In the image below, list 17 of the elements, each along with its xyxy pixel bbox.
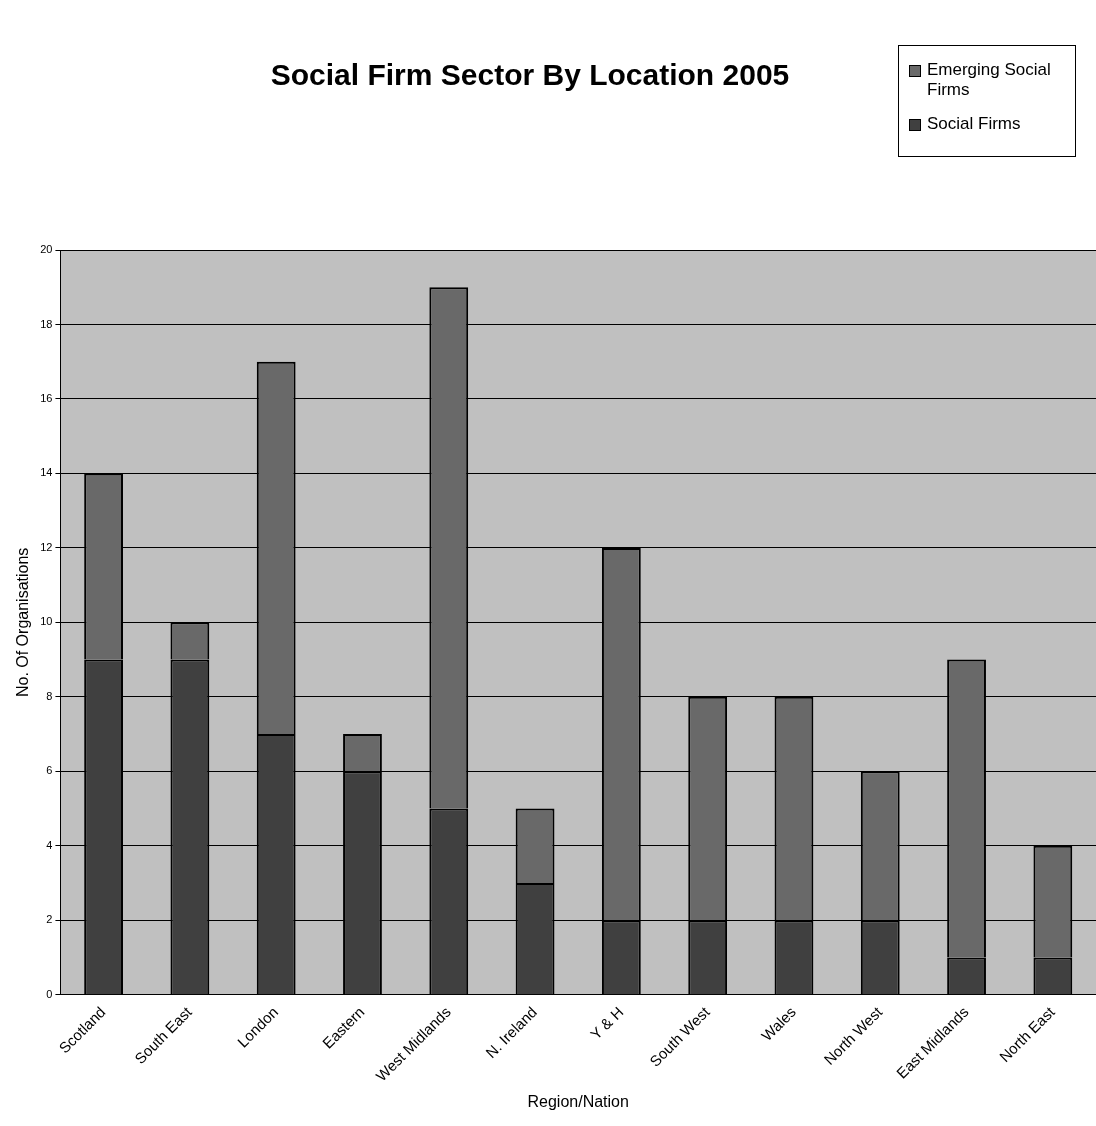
- y-tick-label: 18: [40, 317, 53, 330]
- legend-label: Social Firms: [927, 114, 1021, 134]
- y-tick-label: 20: [40, 243, 53, 256]
- y-tick-label: 4: [46, 838, 53, 851]
- y-tick-label: 16: [40, 391, 53, 404]
- y-tick-label: 8: [46, 689, 53, 702]
- y-tick-label: 0: [46, 987, 53, 1000]
- y-axis-title: No. Of Organisations: [14, 547, 32, 698]
- y-tick-label: 14: [40, 466, 53, 479]
- x-axis-title: Region/Nation: [527, 1092, 629, 1110]
- y-tick-label: 10: [40, 615, 53, 628]
- x-tick-label: Y & H: [586, 1003, 627, 1043]
- chart-title: Social Firm Sector By Location 2005: [269, 58, 791, 92]
- y-tick-label: 12: [40, 540, 53, 553]
- y-tick-label: 2: [46, 913, 53, 926]
- legend-label: Emerging Social Firms: [927, 60, 1052, 100]
- y-tick-label: 6: [46, 764, 53, 777]
